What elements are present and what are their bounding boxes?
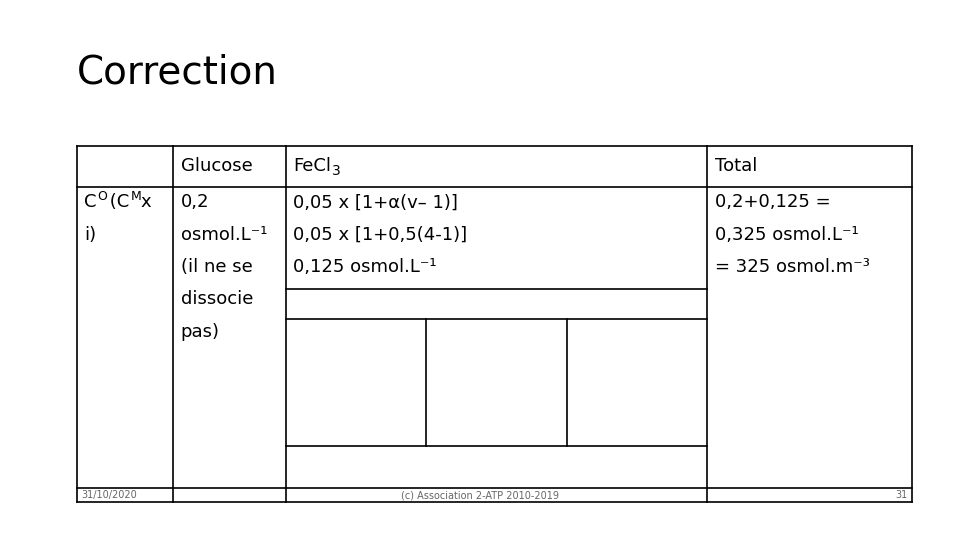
Text: (c) Association 2-ATP 2010-2019: (c) Association 2-ATP 2010-2019 [401, 490, 559, 500]
Text: 3: 3 [331, 164, 341, 178]
Text: x: x [140, 193, 151, 211]
Text: 0,2+0,125 =: 0,2+0,125 = [715, 193, 830, 211]
Text: i): i) [84, 226, 97, 244]
Text: Total: Total [715, 157, 757, 176]
Text: Glucose: Glucose [180, 157, 252, 176]
Text: 31/10/2020: 31/10/2020 [82, 490, 137, 500]
Text: M: M [131, 190, 141, 203]
Text: Correction: Correction [77, 54, 277, 92]
Text: dissocie: dissocie [180, 291, 252, 308]
Text: FeCl: FeCl [294, 157, 331, 176]
Text: 31: 31 [895, 490, 907, 500]
Text: pas): pas) [180, 323, 220, 341]
Text: (C: (C [104, 193, 129, 211]
Text: 0,325 osmol.L⁻¹: 0,325 osmol.L⁻¹ [715, 226, 859, 244]
Text: = 325 osmol.m⁻³: = 325 osmol.m⁻³ [715, 258, 870, 276]
Text: O: O [97, 190, 107, 203]
Text: 0,125 osmol.L⁻¹: 0,125 osmol.L⁻¹ [294, 258, 437, 276]
Text: 0,2: 0,2 [180, 193, 209, 211]
Text: 0,05 x [1+0,5(4-1)]: 0,05 x [1+0,5(4-1)] [294, 226, 468, 244]
Text: osmol.L⁻¹: osmol.L⁻¹ [180, 226, 267, 244]
Text: C: C [84, 193, 97, 211]
Text: 0,05 x [1+α(v– 1)]: 0,05 x [1+α(v– 1)] [294, 193, 458, 211]
Text: (il ne se: (il ne se [180, 258, 252, 276]
